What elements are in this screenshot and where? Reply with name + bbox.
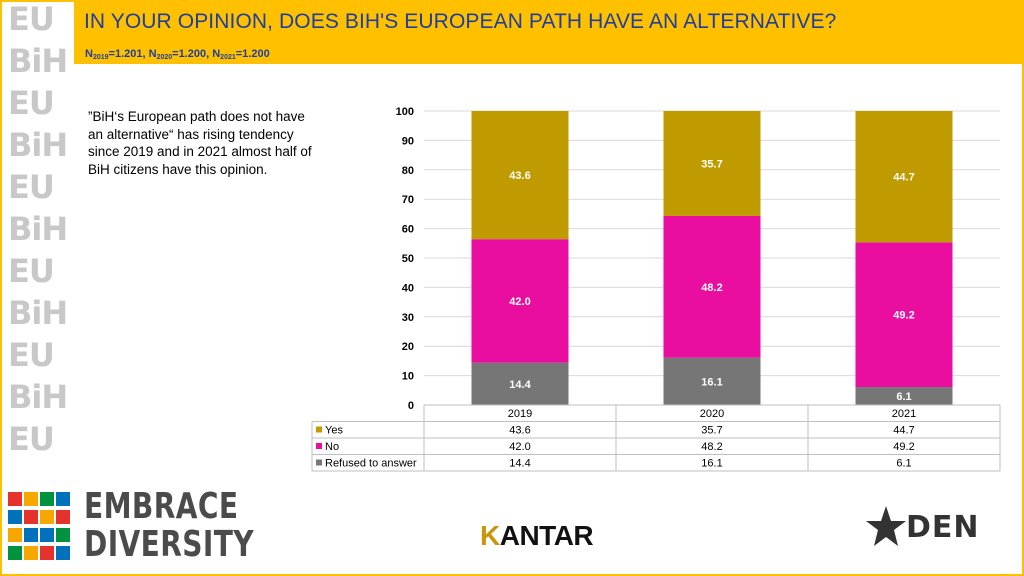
y-tick-label: 100: [396, 106, 414, 118]
x-category-label: 2020: [700, 408, 724, 420]
data-label: 42.0: [509, 296, 530, 308]
x-category-label: 2019: [508, 408, 532, 420]
data-label: 35.7: [701, 158, 722, 170]
sample-size-2019: N2019=1.201,: [85, 48, 149, 61]
table-value: 6.1: [896, 458, 911, 470]
table-value: 43.6: [509, 425, 530, 437]
table-value: 14.4: [509, 458, 530, 470]
y-tick-label: 40: [402, 282, 414, 294]
embrace-diversity-logo: EMBRACE DIVERSITY: [8, 488, 254, 568]
y-tick-label: 20: [402, 341, 414, 353]
legend-swatch: [316, 426, 322, 433]
data-label: 48.2: [701, 282, 722, 294]
bar-segment: [663, 111, 761, 216]
bih-eu-logo-mark: [8, 492, 70, 560]
y-tick-label: 60: [402, 224, 414, 236]
bar-segment: [855, 111, 953, 243]
embrace-diversity-wordmark: EMBRACE DIVERSITY: [84, 486, 254, 565]
data-label: 44.7: [893, 172, 914, 184]
table-value: 42.0: [509, 441, 530, 453]
chart-commentary: ”BiH‘s European path does not have an al…: [88, 109, 312, 177]
x-category-label: 2021: [892, 408, 916, 420]
decorative-bih-eu-pattern: EU BiH EU BiH EU BiH EU BiH EU BiH EU: [8, 0, 68, 458]
sample-size-2021: N2021=1.200: [212, 48, 270, 61]
legend-label: Yes: [325, 425, 343, 437]
table-value: 35.7: [701, 425, 722, 437]
bar-segment: [471, 111, 569, 240]
y-tick-label: 50: [402, 253, 414, 265]
legend-swatch: [316, 459, 322, 466]
y-tick-label: 70: [402, 194, 414, 206]
slide-header: IN YOUR OPINION, DOES BIH'S EUROPEAN PAT…: [74, 0, 1024, 64]
bar-segment: [663, 357, 761, 405]
star-icon: [866, 506, 906, 546]
kantar-logo: KANTAR: [480, 520, 594, 551]
y-tick-label: 30: [402, 312, 414, 324]
den-logo: DEN: [866, 504, 991, 552]
slide-title: IN YOUR OPINION, DOES BIH'S EUROPEAN PAT…: [84, 10, 837, 33]
data-label: 14.4: [509, 379, 531, 391]
legend-label: Refused to answer: [325, 458, 417, 470]
bar-segment: [663, 215, 761, 358]
data-label: 49.2: [893, 310, 914, 322]
bar-segment: [471, 362, 569, 405]
table-value: 49.2: [893, 441, 914, 453]
legend-label: No: [325, 441, 339, 453]
y-tick-label: 80: [402, 165, 414, 177]
y-tick-label: 0: [408, 400, 414, 412]
data-label: 6.1: [896, 391, 911, 403]
table-value: 48.2: [701, 441, 722, 453]
bar-segment: [855, 387, 953, 405]
sample-sizes: N2019=1.201, N2020=1.200, N2021=1.200: [85, 48, 270, 61]
data-label: 43.6: [509, 170, 530, 182]
table-value: 44.7: [893, 425, 914, 437]
data-label: 16.1: [701, 376, 722, 388]
table-value: 16.1: [701, 458, 722, 470]
legend-swatch: [316, 443, 322, 449]
y-tick-label: 90: [402, 135, 414, 147]
bar-segment: [471, 239, 569, 363]
sample-size-2020: N2020=1.200,: [148, 48, 213, 61]
bar-segment: [855, 242, 953, 388]
y-tick-label: 10: [402, 371, 414, 383]
